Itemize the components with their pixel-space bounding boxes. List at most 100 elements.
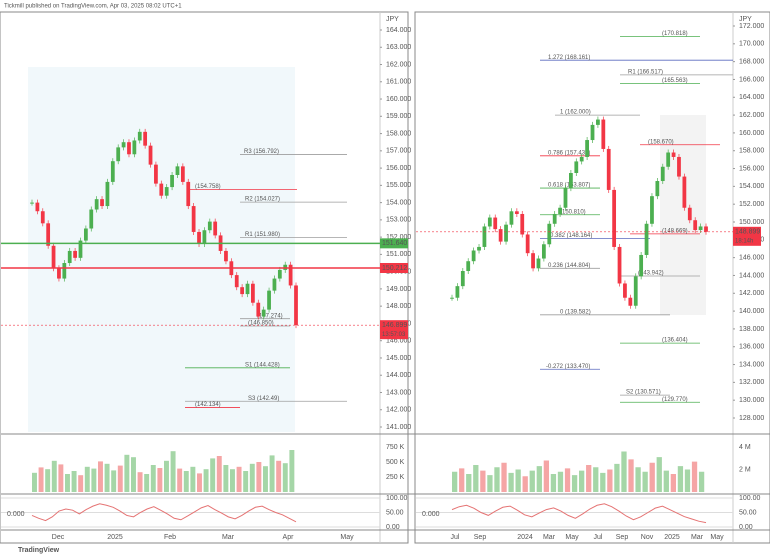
- price-tick-label: 148.000: [386, 303, 411, 310]
- candle: [482, 226, 487, 247]
- candle: [666, 152, 671, 167]
- candle: [536, 258, 541, 269]
- price-tick-label: 160.000: [739, 130, 764, 137]
- right-frame: [414, 11, 770, 544]
- volume-bar: [600, 472, 606, 492]
- osc-left-label: 0.000: [422, 511, 440, 518]
- volume-bar: [459, 468, 465, 492]
- level-label: S2 (130.571): [626, 390, 661, 396]
- candle: [94, 199, 99, 210]
- candle: [450, 297, 454, 299]
- volume-bar: [571, 475, 578, 492]
- candle: [671, 152, 676, 157]
- price-tick-label: 134.000: [739, 361, 764, 368]
- candle: [294, 285, 298, 326]
- volume-bar: [543, 460, 550, 492]
- volume-bar: [635, 467, 641, 492]
- volume-bar: [269, 455, 275, 492]
- date-label: Jul: [451, 534, 460, 541]
- price-tag: 151.640: [382, 240, 407, 247]
- level-label: S3 (142.49): [248, 396, 279, 402]
- volume-bar: [564, 468, 571, 492]
- volume-bar: [84, 466, 90, 492]
- price-tick-label: 153.000: [386, 217, 411, 224]
- candle: [487, 217, 492, 227]
- date-label: 2025: [107, 534, 123, 541]
- volume-bar: [197, 473, 202, 492]
- osc-left-label: 0.000: [7, 511, 25, 518]
- volume-bar: [45, 469, 51, 492]
- candle: [585, 140, 589, 157]
- candle: [154, 164, 158, 184]
- candle: [207, 221, 212, 231]
- level-label: R3 (156.792): [244, 149, 279, 155]
- candle: [466, 261, 471, 271]
- price-tick-label: 143.000: [386, 389, 411, 396]
- volume-bar: [230, 469, 235, 492]
- volume-bar: [190, 466, 196, 492]
- candle: [525, 234, 530, 254]
- price-tick-label: 158.000: [386, 130, 411, 137]
- candle: [633, 276, 638, 306]
- volume-bar: [663, 470, 669, 492]
- level-label: (147.274): [257, 313, 283, 319]
- price-tick-label: 128.000: [739, 415, 764, 422]
- price-tick-label: 142.000: [386, 407, 411, 414]
- volume-bar: [51, 460, 57, 492]
- level-label: 1.272 (168.161): [548, 55, 590, 61]
- price-tick-label: 159.000: [386, 113, 411, 120]
- level-label: (143.942): [638, 271, 664, 277]
- candle: [197, 231, 201, 245]
- price-tick-label: 157.000: [386, 148, 411, 155]
- volume-bar: [628, 459, 634, 492]
- candle: [660, 166, 665, 182]
- candle: [687, 207, 692, 221]
- candle: [202, 230, 207, 245]
- candle: [504, 224, 508, 242]
- candle: [224, 250, 228, 262]
- candle: [693, 220, 698, 231]
- volume-tick-label: 500 K: [386, 459, 405, 466]
- level-label: 0.786 (157.432): [548, 150, 590, 156]
- volume-bar: [607, 469, 613, 492]
- candle: [520, 213, 525, 235]
- volume-bar: [183, 471, 189, 492]
- candle: [164, 187, 169, 196]
- candle: [612, 189, 617, 247]
- volume-bar: [203, 469, 209, 492]
- date-label: Mar: [543, 534, 556, 541]
- volume-bar: [276, 460, 282, 492]
- candle: [277, 269, 282, 279]
- volume-bar: [164, 460, 169, 492]
- osc-line: [451, 503, 707, 524]
- volume-bar: [691, 461, 698, 492]
- candle: [121, 142, 126, 148]
- date-label: Sep: [616, 534, 629, 541]
- osc-tick-label: 0.00: [386, 524, 400, 531]
- volume-bar: [642, 471, 648, 492]
- volume-bar: [104, 463, 110, 492]
- candle: [552, 213, 557, 224]
- candle: [617, 246, 622, 284]
- osc-tick-label: 100.00: [386, 495, 408, 502]
- volume-tick-label: 2 M: [739, 466, 751, 473]
- candle: [100, 199, 104, 207]
- volume-bar: [216, 456, 222, 492]
- candle: [272, 278, 277, 291]
- level-label: 1 (162.000): [560, 110, 591, 116]
- date-label: Mar: [222, 534, 235, 541]
- candle: [40, 211, 45, 224]
- volume-bar: [65, 474, 70, 492]
- price-tick-label: 146.000: [386, 338, 411, 345]
- price-tick-label: 168.000: [739, 58, 764, 65]
- volume-bar: [452, 471, 458, 492]
- price-tick-label: 149.000: [386, 286, 411, 293]
- candle: [547, 223, 552, 245]
- candle: [509, 211, 514, 225]
- price-tick-label: 141.000: [386, 424, 411, 431]
- candle: [132, 140, 137, 155]
- candle: [498, 229, 503, 242]
- candle: [628, 297, 633, 306]
- candle: [30, 202, 34, 204]
